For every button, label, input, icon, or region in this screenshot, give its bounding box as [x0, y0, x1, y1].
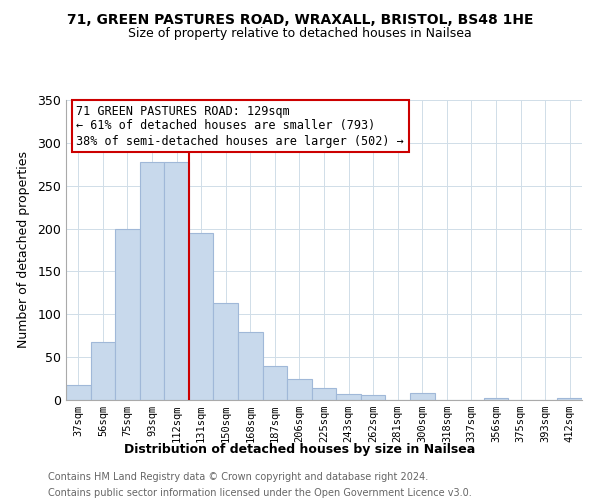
Bar	[140, 162, 164, 400]
Bar	[189, 233, 214, 400]
Y-axis label: Number of detached properties: Number of detached properties	[17, 152, 31, 348]
Bar	[287, 380, 312, 400]
Text: Size of property relative to detached houses in Nailsea: Size of property relative to detached ho…	[128, 28, 472, 40]
Text: Contains HM Land Registry data © Crown copyright and database right 2024.: Contains HM Land Registry data © Crown c…	[48, 472, 428, 482]
Text: Contains public sector information licensed under the Open Government Licence v3: Contains public sector information licen…	[48, 488, 472, 498]
Bar	[115, 228, 140, 400]
Bar	[214, 303, 238, 400]
Bar	[336, 394, 361, 400]
Bar	[66, 384, 91, 400]
Bar	[484, 398, 508, 400]
Bar	[410, 393, 434, 400]
Bar	[238, 332, 263, 400]
Text: Distribution of detached houses by size in Nailsea: Distribution of detached houses by size …	[124, 442, 476, 456]
Bar	[263, 366, 287, 400]
Bar	[91, 342, 115, 400]
Bar	[361, 395, 385, 400]
Bar	[312, 388, 336, 400]
Bar	[557, 398, 582, 400]
Text: 71 GREEN PASTURES ROAD: 129sqm
← 61% of detached houses are smaller (793)
38% of: 71 GREEN PASTURES ROAD: 129sqm ← 61% of …	[76, 104, 404, 148]
Bar	[164, 162, 189, 400]
Text: 71, GREEN PASTURES ROAD, WRAXALL, BRISTOL, BS48 1HE: 71, GREEN PASTURES ROAD, WRAXALL, BRISTO…	[67, 12, 533, 26]
